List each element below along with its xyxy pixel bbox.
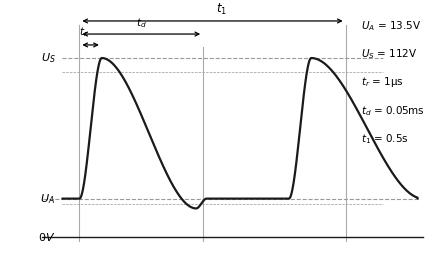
Text: $t_r$: $t_r$ <box>79 26 88 39</box>
Text: $U_A$: $U_A$ <box>40 192 55 205</box>
Text: $t_d$ = 0.05ms: $t_d$ = 0.05ms <box>360 104 424 118</box>
Text: $t_d$: $t_d$ <box>135 16 146 30</box>
Text: $U_S$: $U_S$ <box>40 51 55 65</box>
Text: $U_S$ = 112V: $U_S$ = 112V <box>360 47 417 61</box>
Text: $t_1$: $t_1$ <box>215 2 226 17</box>
Text: $U_A$ = 13.5V: $U_A$ = 13.5V <box>360 19 421 33</box>
Text: $t_1$ = 0.5s: $t_1$ = 0.5s <box>360 132 408 146</box>
Text: $t_r$ = 1μs: $t_r$ = 1μs <box>360 75 403 89</box>
Text: $0V$: $0V$ <box>38 231 55 243</box>
